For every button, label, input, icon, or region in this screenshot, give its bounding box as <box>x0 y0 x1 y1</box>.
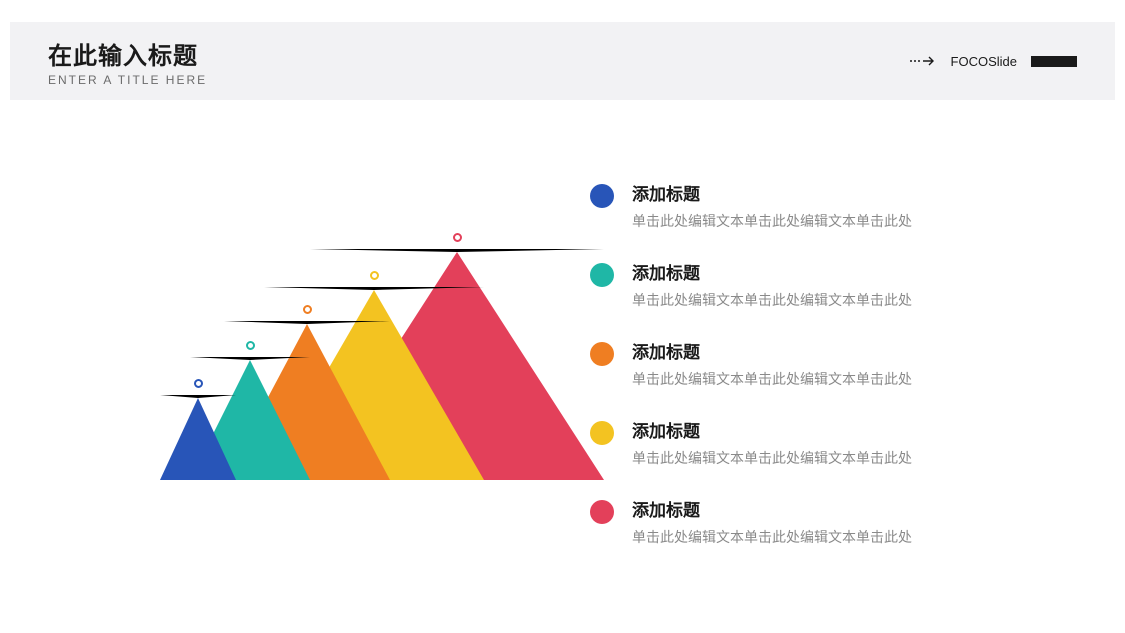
content-area: 添加标题单击此处编辑文本单击此处编辑文本单击此处添加标题单击此处编辑文本单击此处… <box>0 160 1125 633</box>
legend-item-text: 添加标题单击此处编辑文本单击此处编辑文本单击此处 <box>632 180 912 231</box>
triangle-dot-2 <box>303 305 312 314</box>
header-bar: 在此输入标题 ENTER A TITLE HERE FOCOSlide <box>10 22 1115 100</box>
title-cn: 在此输入标题 <box>48 36 207 71</box>
triangle-dot-1 <box>246 341 255 350</box>
legend-item-desc: 单击此处编辑文本单击此处编辑文本单击此处 <box>632 290 912 310</box>
title-block: 在此输入标题 ENTER A TITLE HERE <box>48 36 207 87</box>
legend-item-heading: 添加标题 <box>632 338 912 363</box>
bullet-icon <box>590 500 614 524</box>
legend-item-heading: 添加标题 <box>632 259 912 284</box>
legend-item-text: 添加标题单击此处编辑文本单击此处编辑文本单击此处 <box>632 259 912 310</box>
legend-item-2: 添加标题单击此处编辑文本单击此处编辑文本单击此处 <box>590 338 1070 389</box>
legend-item-heading: 添加标题 <box>632 496 912 521</box>
brand-label: FOCOSlide <box>951 54 1017 69</box>
header-right: FOCOSlide <box>909 54 1077 69</box>
bullet-icon <box>590 184 614 208</box>
legend-item-desc: 单击此处编辑文本单击此处编辑文本单击此处 <box>632 369 912 389</box>
legend-item-4: 添加标题单击此处编辑文本单击此处编辑文本单击此处 <box>590 496 1070 547</box>
triangle-chart <box>160 250 540 480</box>
title-en: ENTER A TITLE HERE <box>48 73 207 87</box>
triangle-dot-4 <box>453 233 462 242</box>
legend-item-text: 添加标题单击此处编辑文本单击此处编辑文本单击此处 <box>632 338 912 389</box>
legend-item-1: 添加标题单击此处编辑文本单击此处编辑文本单击此处 <box>590 259 1070 310</box>
triangle-dot-0 <box>194 379 203 388</box>
legend-item-desc: 单击此处编辑文本单击此处编辑文本单击此处 <box>632 448 912 468</box>
legend-item-3: 添加标题单击此处编辑文本单击此处编辑文本单击此处 <box>590 417 1070 468</box>
legend-item-heading: 添加标题 <box>632 417 912 442</box>
legend-item-desc: 单击此处编辑文本单击此处编辑文本单击此处 <box>632 527 912 547</box>
legend-item-text: 添加标题单击此处编辑文本单击此处编辑文本单击此处 <box>632 417 912 468</box>
header-black-bar <box>1031 56 1077 67</box>
legend-item-text: 添加标题单击此处编辑文本单击此处编辑文本单击此处 <box>632 496 912 547</box>
legend-item-0: 添加标题单击此处编辑文本单击此处编辑文本单击此处 <box>590 180 1070 231</box>
triangle-dot-3 <box>370 271 379 280</box>
legend-list: 添加标题单击此处编辑文本单击此处编辑文本单击此处添加标题单击此处编辑文本单击此处… <box>590 180 1070 547</box>
arrow-right-icon <box>909 56 937 66</box>
legend-item-desc: 单击此处编辑文本单击此处编辑文本单击此处 <box>632 211 912 231</box>
triangle-0 <box>160 395 236 480</box>
legend-item-heading: 添加标题 <box>632 180 912 205</box>
